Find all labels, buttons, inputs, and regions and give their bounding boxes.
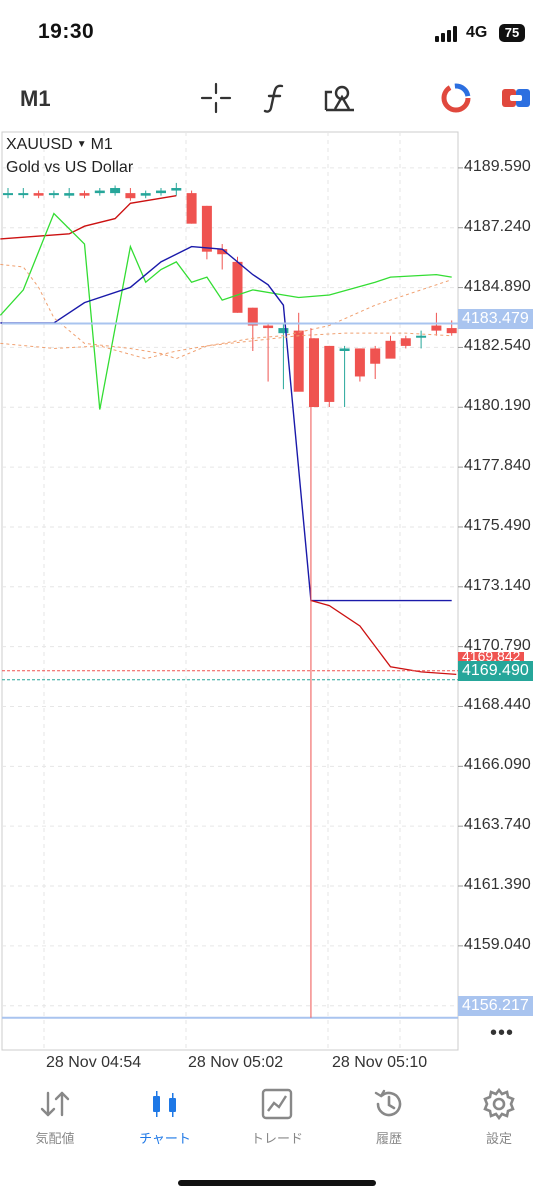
candle-body	[293, 330, 304, 392]
function-icon[interactable]	[258, 80, 294, 116]
candle-body	[416, 335, 427, 338]
status-bar: 19:30 4G 75	[0, 0, 554, 68]
chart-type-icon[interactable]	[438, 80, 474, 116]
tab-trade[interactable]: トレード	[232, 1086, 322, 1147]
y-tick-label: 4161.390	[464, 876, 531, 893]
tab-label: トレード	[250, 1131, 303, 1146]
object-shapes-icon[interactable]	[322, 80, 358, 116]
network-type: 4G	[466, 24, 488, 41]
candle-body	[3, 193, 13, 196]
candle-body	[232, 261, 243, 313]
y-tick-label: 4163.740	[464, 816, 531, 834]
chart-icon	[153, 1091, 176, 1117]
tab-quotes[interactable]: 気配値	[10, 1086, 100, 1147]
y-tick-label: 4175.490	[464, 516, 531, 534]
y-tick-label: 4168.440	[464, 696, 531, 714]
y-tick-label: 4189.590	[464, 157, 531, 175]
bottom-tab-bar: 気配値 チャート トレード 履歴 設定	[0, 1080, 554, 1160]
symbol-header[interactable]: XAUUSD ▼ M1	[6, 136, 113, 154]
y-tick-label: 4187.240	[464, 217, 531, 235]
dropdown-arrow-icon: ▼	[76, 139, 87, 150]
red-indicator-line	[0, 194, 177, 240]
candle-body	[217, 249, 228, 255]
tab-label: 履歴	[375, 1131, 402, 1146]
candle-body	[33, 193, 44, 196]
y-tick-label: 4177.840	[464, 457, 531, 475]
tab-chart[interactable]: チャート	[120, 1086, 210, 1147]
crosshair-icon[interactable]	[198, 80, 234, 116]
y-tick-label: 4173.140	[464, 576, 531, 594]
y-tick-label: 4170.790	[464, 636, 531, 654]
y-tick-label: 4180.190	[464, 397, 531, 415]
symbol-name: XAUUSD	[6, 136, 73, 153]
candle-body	[186, 193, 197, 224]
candle-body	[79, 193, 90, 196]
time-label: 28 Nov 05:02	[188, 1054, 284, 1071]
candle-body	[385, 340, 396, 359]
candle-body	[431, 325, 442, 331]
tab-label: 設定	[485, 1131, 512, 1146]
bid-price-tag: 4169.842	[458, 652, 525, 661]
symbol-timeframe: M1	[90, 136, 113, 153]
home-indicator	[178, 1180, 376, 1186]
candle-body	[370, 348, 381, 364]
chart-frame	[1, 131, 459, 1051]
price-chart[interactable]: XAUUSD ▼ M1 Gold vs US Dollar 4189.590 4187…	[0, 130, 554, 1071]
navy-indicator-line	[0, 245, 452, 602]
red-indicator-line	[310, 599, 457, 676]
candle-body	[110, 188, 121, 194]
candle-body	[278, 328, 289, 334]
status-time: 19:30	[38, 20, 95, 43]
timeframe-button[interactable]: M1	[20, 86, 51, 111]
y-tick-label: 4159.040	[464, 935, 531, 953]
tab-history[interactable]: 履歴	[344, 1086, 434, 1147]
more-dots-icon[interactable]: •••	[490, 1022, 515, 1044]
symbol-description: Gold vs US Dollar	[6, 159, 134, 176]
time-label: 28 Nov 04:54	[46, 1054, 142, 1071]
trade-tab-icon	[261, 1088, 293, 1120]
signal-icon	[435, 26, 457, 42]
chart-toolbar: M1	[0, 74, 554, 120]
y-tick-label: 4184.890	[464, 277, 531, 295]
quotes-icon	[40, 1091, 70, 1117]
envelope-lower-line	[0, 332, 452, 360]
green-indicator-line	[0, 212, 452, 410]
candle-body	[48, 193, 59, 196]
candle-body	[354, 348, 365, 377]
candle-body	[156, 190, 166, 194]
tab-label: チャート	[139, 1131, 191, 1146]
trade-icon[interactable]	[498, 80, 534, 116]
battery-icon: 75	[499, 24, 525, 42]
candle-body	[125, 193, 136, 199]
history-icon	[374, 1089, 402, 1117]
tab-settings[interactable]: 設定	[454, 1086, 544, 1147]
candle-body	[140, 193, 151, 196]
candle-body	[94, 190, 105, 194]
level-lower-tag[interactable]: 4156.217	[458, 996, 533, 1016]
candle-body	[324, 345, 335, 402]
chart-canvas[interactable]	[0, 130, 554, 1052]
candle-body	[309, 338, 319, 408]
candle-body	[201, 205, 212, 252]
time-label: 28 Nov 05:10	[332, 1054, 428, 1071]
tab-label: 気配値	[35, 1131, 75, 1146]
level-upper-tag[interactable]: 4183.479	[458, 309, 533, 329]
candle-body	[171, 188, 182, 191]
candle-body	[263, 325, 274, 329]
y-tick-label: 4182.540	[464, 337, 531, 355]
ask-price-tag: 4169.490	[458, 661, 533, 681]
settings-icon	[483, 1087, 515, 1121]
candle-body	[446, 328, 457, 334]
y-tick-label: 4166.090	[464, 756, 531, 774]
candle-body	[64, 193, 75, 196]
candle-body	[247, 307, 258, 326]
candle-body	[339, 348, 350, 351]
candle-body	[400, 338, 411, 346]
candle-body	[18, 193, 29, 196]
